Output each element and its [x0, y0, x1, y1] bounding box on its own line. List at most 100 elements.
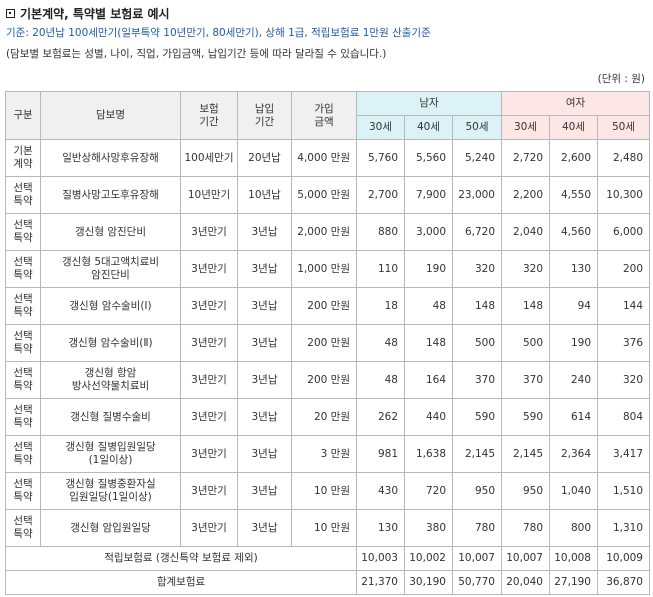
row-male-premium: 720: [404, 472, 453, 510]
header-term: 보험 기간: [180, 91, 238, 140]
row-category: 선택 특약: [5, 324, 41, 362]
row-term: 3년만기: [180, 509, 238, 547]
row-female-premium: 94: [549, 287, 598, 325]
row-coverage-name: 갱신형 질병입원일당 (1일이상): [40, 435, 181, 473]
row-amount: 20 만원: [291, 398, 357, 436]
table-row: 선택 특약 갱신형 질병입원일당 (1일이상) 3년만기 3년납 3 만원 981 1,638 2…: [5, 435, 650, 473]
row-term: 3년만기: [180, 398, 238, 436]
row-payment: 3년납: [237, 398, 292, 436]
row-coverage-name: 갱신형 항암 방사선약물치료비: [40, 361, 181, 399]
savings-row-male-premium: 10,007: [452, 546, 502, 571]
row-male-premium: 5,760: [356, 139, 405, 177]
row-amount: 4,000 만원: [291, 139, 357, 177]
row-male-premium: 148: [452, 287, 502, 325]
header-female-age: 40세: [549, 115, 598, 140]
row-payment: 3년납: [237, 287, 292, 325]
row-amount: 10 만원: [291, 472, 357, 510]
row-male-premium: 780: [452, 509, 502, 547]
row-female-premium: 190: [549, 324, 598, 362]
row-female-premium: 200: [597, 250, 650, 288]
row-term: 3년만기: [180, 472, 238, 510]
total-row-male-premium: 50,770: [452, 570, 502, 595]
row-female-premium: 2,040: [501, 213, 550, 251]
row-term: 3년만기: [180, 435, 238, 473]
row-female-premium: 6,000: [597, 213, 650, 251]
row-female-premium: 320: [501, 250, 550, 288]
row-female-premium: 130: [549, 250, 598, 288]
row-category: 선택 특약: [5, 361, 41, 399]
checkbox-bullet-icon: [6, 9, 15, 18]
row-amount: 200 만원: [291, 287, 357, 325]
row-female-premium: 4,560: [549, 213, 598, 251]
total-row-female-premium: 27,190: [549, 570, 598, 595]
row-payment: 10년납: [237, 176, 292, 214]
row-male-premium: 7,900: [404, 176, 453, 214]
table-row: 선택 특약 갱신형 질병중환자실 입원일당(1일이상) 3년만기 3년납 10 만원 430 7…: [5, 472, 650, 510]
row-payment: 3년납: [237, 472, 292, 510]
total-row-female-premium: 20,040: [501, 570, 550, 595]
table-row: 선택 특약 갱신형 암수술비(Ⅱ) 3년만기 3년납 200 만원 48 148 500 500 1…: [5, 324, 650, 362]
table-row: 선택 특약 갱신형 암진단비 3년만기 3년납 2,000 만원 880 3,000 6,720…: [5, 213, 650, 251]
header-male-age: 40세: [404, 115, 453, 140]
header-category: 구분: [5, 91, 41, 140]
table-row: 선택 특약 갱신형 질병수술비 3년만기 3년납 20 만원 262 440 590 590 614…: [5, 398, 650, 436]
row-coverage-name: 질병사망고도후유장해: [40, 176, 181, 214]
row-category: 선택 특약: [5, 435, 41, 473]
row-coverage-name: 갱신형 암진단비: [40, 213, 181, 251]
table-row: 선택 특약 갱신형 항암 방사선약물치료비 3년만기 3년납 200 만원 48 164 370 3…: [5, 361, 650, 399]
row-female-premium: 2,364: [549, 435, 598, 473]
row-male-premium: 6,720: [452, 213, 502, 251]
table-row: 선택 특약 질병사망고도후유장해 10년만기 10년납 5,000 만원 2,700 7,90…: [5, 176, 650, 214]
row-male-premium: 130: [356, 509, 405, 547]
row-female-premium: 614: [549, 398, 598, 436]
row-coverage-name: 갱신형 질병수술비: [40, 398, 181, 436]
savings-row-label: 적립보험료 (갱신특약 보험료 제외): [5, 546, 357, 571]
row-female-premium: 320: [597, 361, 650, 399]
row-female-premium: 590: [501, 398, 550, 436]
row-term: 3년만기: [180, 250, 238, 288]
row-male-premium: 5,560: [404, 139, 453, 177]
section-title-text: 기본계약, 특약별 보험료 예시: [20, 7, 170, 21]
row-male-premium: 164: [404, 361, 453, 399]
row-male-premium: 110: [356, 250, 405, 288]
header-payment: 납입 기간: [237, 91, 292, 140]
row-amount: 3 만원: [291, 435, 357, 473]
header-female-age: 30세: [501, 115, 550, 140]
row-coverage-name: 갱신형 질병중환자실 입원일당(1일이상): [40, 472, 181, 510]
row-male-premium: 2,700: [356, 176, 405, 214]
row-female-premium: 1,510: [597, 472, 650, 510]
row-male-premium: 880: [356, 213, 405, 251]
row-payment: 3년납: [237, 361, 292, 399]
row-male-premium: 380: [404, 509, 453, 547]
row-female-premium: 2,600: [549, 139, 598, 177]
header-male-age: 50세: [452, 115, 502, 140]
total-row: 합계보험료 21,370 30,190 50,770 20,040 27,190 36,87…: [5, 570, 650, 595]
row-male-premium: 5,240: [452, 139, 502, 177]
row-male-premium: 950: [452, 472, 502, 510]
row-amount: 5,000 만원: [291, 176, 357, 214]
row-male-premium: 500: [452, 324, 502, 362]
row-female-premium: 780: [501, 509, 550, 547]
row-male-premium: 981: [356, 435, 405, 473]
row-coverage-name: 갱신형 암수술비(Ⅱ): [40, 324, 181, 362]
header-female-age: 50세: [597, 115, 650, 140]
row-payment: 3년납: [237, 213, 292, 251]
basis-text: 기준: 20년납 100세만기(일부특약 10년만기, 80세만기), 상해 1…: [6, 27, 431, 39]
row-female-premium: 4,550: [549, 176, 598, 214]
row-female-premium: 950: [501, 472, 550, 510]
savings-row-male-premium: 10,003: [356, 546, 405, 571]
row-male-premium: 430: [356, 472, 405, 510]
row-male-premium: 190: [404, 250, 453, 288]
row-category: 선택 특약: [5, 250, 41, 288]
row-male-premium: 370: [452, 361, 502, 399]
section-title: 기본계약, 특약별 보험료 예시: [6, 5, 170, 22]
total-row-male-premium: 30,190: [404, 570, 453, 595]
row-female-premium: 2,720: [501, 139, 550, 177]
row-female-premium: 144: [597, 287, 650, 325]
row-category: 선택 특약: [5, 509, 41, 547]
row-male-premium: 590: [452, 398, 502, 436]
total-row-female-premium: 36,870: [597, 570, 650, 595]
row-female-premium: 3,417: [597, 435, 650, 473]
row-male-premium: 48: [404, 287, 453, 325]
total-row-male-premium: 21,370: [356, 570, 405, 595]
